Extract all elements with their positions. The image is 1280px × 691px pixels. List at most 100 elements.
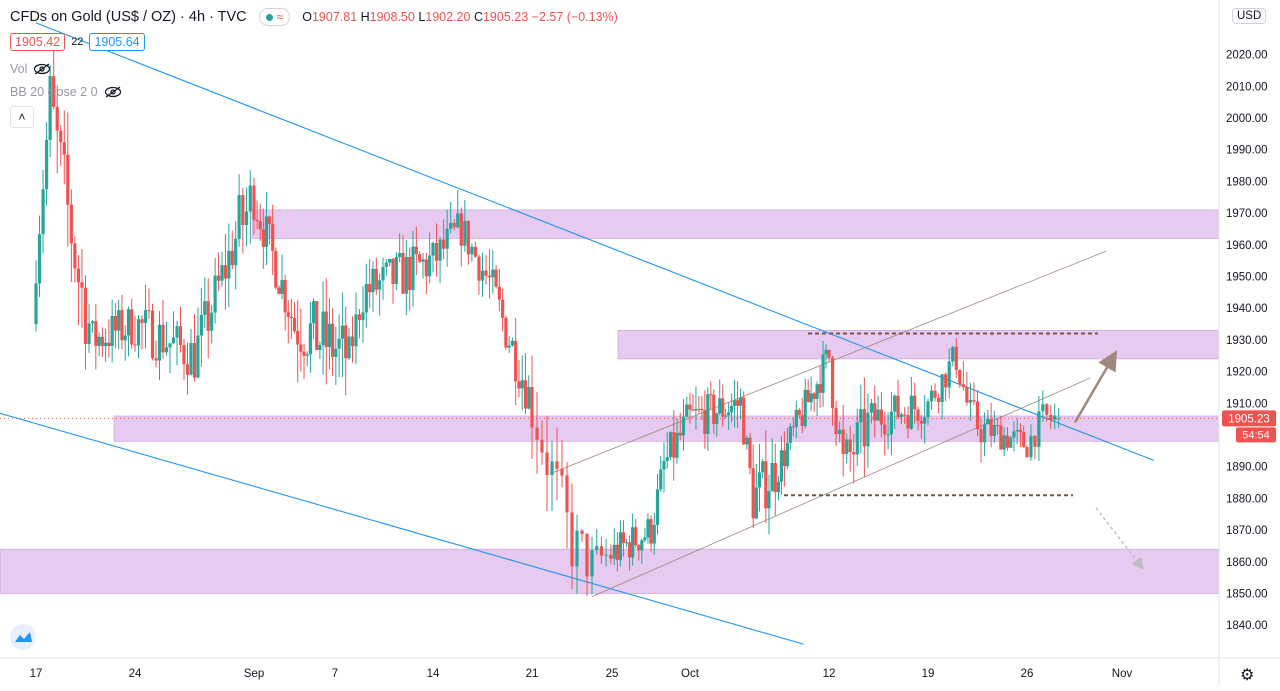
candle-body xyxy=(958,370,962,385)
time-tick-label: Oct xyxy=(681,668,700,680)
bearish-arrow xyxy=(1095,507,1144,570)
hidden-eye-icon[interactable] xyxy=(104,86,122,98)
candle-body xyxy=(213,275,217,313)
price-tick-label: 1980.00 xyxy=(1226,176,1268,188)
time-tick-label: 21 xyxy=(526,668,539,680)
candle-body xyxy=(318,344,322,350)
candle-body xyxy=(361,312,365,321)
candle-body xyxy=(244,211,249,226)
candle-body xyxy=(45,139,49,190)
low-value: 1902.20 xyxy=(425,10,471,24)
candle-body xyxy=(431,242,435,256)
candle-body xyxy=(381,266,385,281)
candle-body xyxy=(668,432,673,458)
countdown-tag xyxy=(1236,427,1276,443)
tradingview-logo-icon[interactable] xyxy=(10,624,36,650)
channel-line xyxy=(591,377,1091,598)
candle-body xyxy=(517,381,521,389)
candle-body xyxy=(234,238,238,266)
candle-body xyxy=(185,364,190,375)
candle-body xyxy=(612,544,616,559)
candle-body xyxy=(590,550,594,577)
candle-body xyxy=(66,154,70,205)
candle-body xyxy=(126,309,131,336)
candle-body xyxy=(929,390,934,402)
candle-body xyxy=(227,250,231,279)
candle-body xyxy=(535,427,539,440)
candle-body xyxy=(933,390,937,398)
candle-body xyxy=(873,403,877,421)
candle-body xyxy=(459,213,463,246)
candle-body xyxy=(424,259,428,277)
candle-body xyxy=(168,343,172,348)
candle-body xyxy=(289,316,293,318)
supply-demand-zone xyxy=(617,330,1220,360)
candle-body xyxy=(776,481,781,493)
candle-body xyxy=(609,554,613,559)
close-value: 1905.23 xyxy=(482,10,529,24)
candle-body xyxy=(1045,404,1049,415)
candle-body xyxy=(599,546,604,556)
candle-body xyxy=(210,312,214,331)
candle-body xyxy=(80,282,84,288)
candle-body xyxy=(662,461,666,470)
candle-body xyxy=(280,280,284,294)
candle-body xyxy=(292,317,297,332)
candle-body xyxy=(782,450,787,467)
candle-body xyxy=(470,246,474,255)
candle-body xyxy=(117,310,121,331)
candle-body xyxy=(954,346,958,371)
hidden-eye-icon[interactable] xyxy=(33,63,51,75)
candle-body xyxy=(252,185,256,220)
candle-body xyxy=(274,250,278,288)
candle-body xyxy=(764,461,768,509)
candle-body xyxy=(975,401,980,430)
candle-body xyxy=(305,354,309,356)
candle-body xyxy=(838,429,842,434)
candle-body xyxy=(893,395,897,412)
candle-body xyxy=(989,419,993,436)
symbol-name: CFDs on Gold (US$ / OZ) xyxy=(10,9,176,25)
candle-body xyxy=(438,239,442,261)
market-status-pill[interactable]: ≈ xyxy=(258,8,291,26)
candle-body xyxy=(150,310,155,359)
buy-price-button[interactable]: 1905.64 xyxy=(89,33,145,51)
candle-body xyxy=(178,326,183,345)
symbol-title[interactable]: CFDs on Gold (US$ / OZ) · 4h · TVC xyxy=(10,9,247,25)
candle-body xyxy=(940,374,944,402)
candle-body xyxy=(277,287,281,294)
volume-indicator-legend[interactable]: Vol xyxy=(10,62,51,76)
candle-body xyxy=(216,275,221,281)
candle-body xyxy=(560,468,564,476)
candle-body xyxy=(1022,431,1026,448)
candle-body xyxy=(1025,447,1029,458)
candle-body xyxy=(523,380,528,409)
candle-body xyxy=(691,409,695,411)
candle-body xyxy=(261,229,265,247)
candle-body xyxy=(876,409,880,421)
candle-body xyxy=(480,270,485,281)
price-tick-label: 1970.00 xyxy=(1226,208,1268,220)
bb-indicator-legend[interactable]: BB 20 close 2 0 xyxy=(10,85,122,99)
candle-body xyxy=(694,408,698,411)
candle-body xyxy=(334,348,338,357)
candle-body xyxy=(697,408,701,410)
gear-icon[interactable]: ⚙ xyxy=(1240,667,1255,684)
price-tick-label: 1890.00 xyxy=(1226,462,1268,474)
price-tick-label: 2010.00 xyxy=(1226,81,1268,93)
candle-body xyxy=(906,415,910,429)
candle-body xyxy=(203,301,207,315)
candle-body xyxy=(803,389,807,427)
candle-body xyxy=(223,265,227,279)
countdown-label: 54:54 xyxy=(1242,429,1270,441)
sell-price-button[interactable]: 1905.42 xyxy=(10,33,66,51)
high-value: 1908.50 xyxy=(369,10,415,24)
candle-body xyxy=(730,405,734,413)
candle-body xyxy=(640,540,644,551)
collapse-legend-button[interactable]: ˄ xyxy=(10,106,34,128)
chart-header: CFDs on Gold (US$ / OZ) · 4h · TVC ≈ O19… xyxy=(10,8,618,26)
currency-button[interactable]: USD xyxy=(1232,8,1267,24)
candle-body xyxy=(555,461,559,469)
